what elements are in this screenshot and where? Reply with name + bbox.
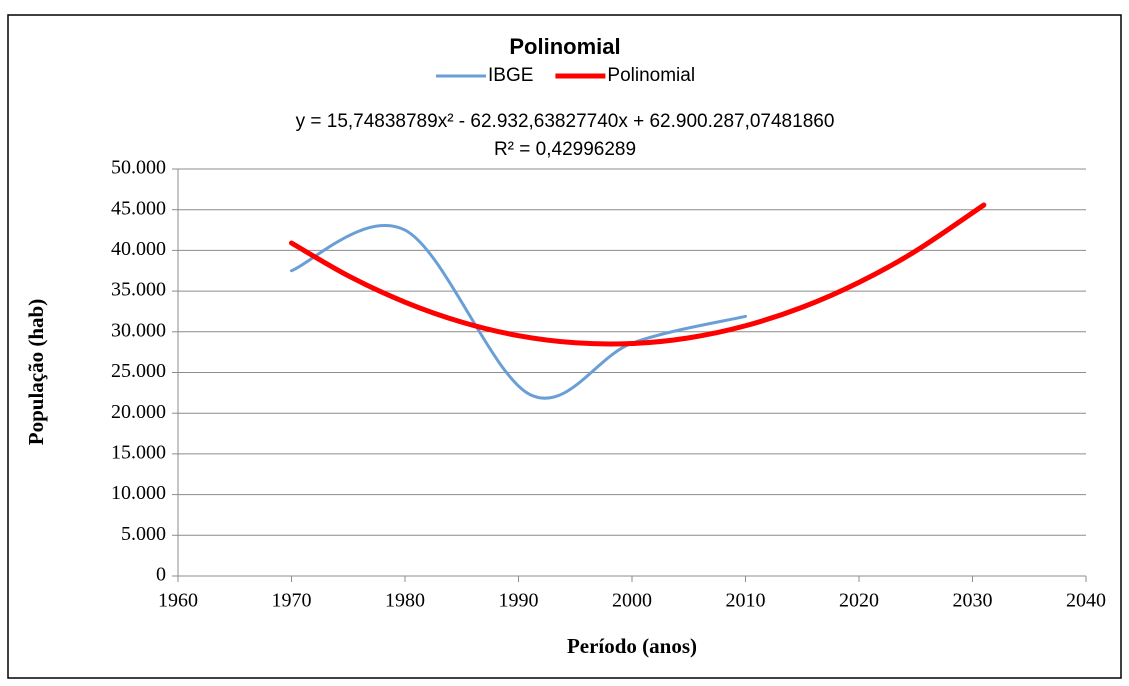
r-squared: R² = 0,42996289 bbox=[494, 139, 636, 160]
y-tick-label: 20.000 bbox=[111, 401, 166, 423]
x-tick-label: 2000 bbox=[612, 590, 652, 612]
y-tick-label: 0 bbox=[156, 564, 166, 586]
y-tick-label: 25.000 bbox=[111, 360, 166, 382]
x-tick-label: 2020 bbox=[839, 590, 879, 612]
y-tick-label: 50.000 bbox=[111, 157, 166, 179]
x-tick-label: 1970 bbox=[272, 590, 312, 612]
y-tick-label: 30.000 bbox=[111, 319, 166, 341]
x-tick-label: 2010 bbox=[726, 590, 766, 612]
series-line bbox=[289, 202, 987, 347]
series-line bbox=[290, 223, 747, 400]
x-axis-label: Período (anos) bbox=[567, 634, 697, 658]
x-tick-label: 2040 bbox=[1066, 590, 1106, 612]
y-tick-label: 40.000 bbox=[111, 238, 166, 260]
chart-title: Polinomial bbox=[509, 34, 620, 59]
y-tick-label: 45.000 bbox=[111, 197, 166, 219]
y-axis-label: População (hab) bbox=[24, 299, 48, 445]
y-tick-label: 15.000 bbox=[111, 441, 166, 463]
y-tick-label: 10.000 bbox=[111, 482, 166, 504]
legend-label: IBGE bbox=[488, 65, 533, 86]
x-tick-label: 1960 bbox=[158, 590, 198, 612]
x-tick-label: 1980 bbox=[385, 590, 425, 612]
equation: y = 15,74838789x² - 62.932,63827740x + 6… bbox=[296, 111, 835, 132]
y-tick-label: 35.000 bbox=[111, 279, 166, 301]
legend-label: Polinomial bbox=[607, 65, 695, 86]
chart-frame bbox=[7, 14, 1122, 679]
x-tick-label: 1990 bbox=[499, 590, 539, 612]
x-tick-label: 2030 bbox=[953, 590, 993, 612]
y-tick-label: 5.000 bbox=[121, 523, 166, 545]
